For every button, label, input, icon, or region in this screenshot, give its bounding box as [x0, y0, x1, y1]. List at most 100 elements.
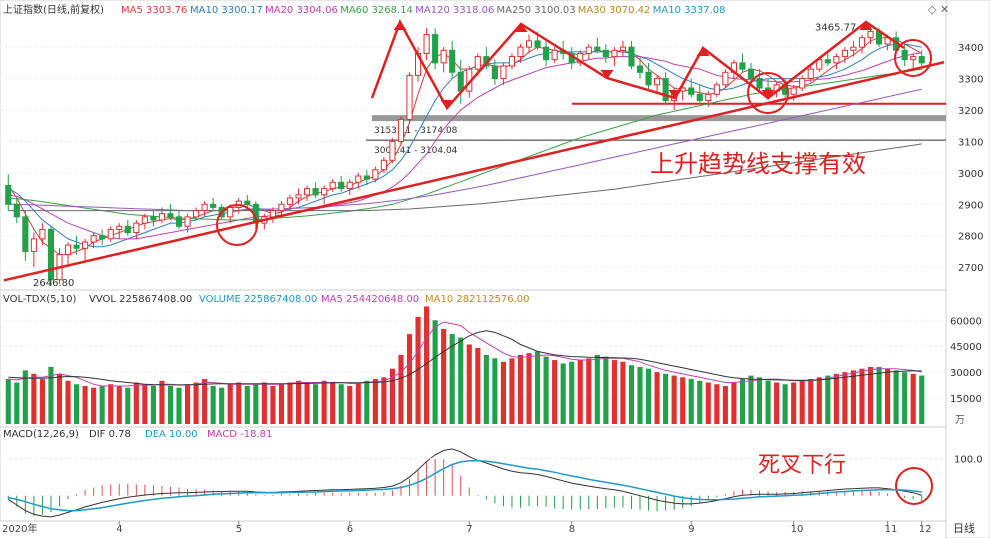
- volume-bar: [313, 384, 319, 424]
- legend-ma10-7: MA10 3337.08: [653, 5, 726, 16]
- volume-bar: [620, 361, 626, 424]
- candle-body: [910, 56, 917, 61]
- candle-body: [184, 216, 191, 227]
- volume-bar: [722, 385, 728, 424]
- y-tick-2900: 2900: [958, 200, 983, 211]
- resistance-band-label: 3153.11 - 3174.08: [374, 126, 458, 136]
- candle-body: [918, 56, 925, 64]
- volume-y-axis: 60000 45000 30000 15000: [950, 316, 982, 405]
- volume-bar: [756, 377, 763, 424]
- date-x-axis: 4 5 6 7 8 9 10 11 12: [116, 521, 931, 535]
- period-label[interactable]: 日线: [953, 521, 975, 535]
- volume-bar: [560, 363, 566, 424]
- volume-bar: [671, 375, 677, 424]
- candle-body: [227, 206, 234, 218]
- volume-panel-frame: [0, 289, 947, 428]
- vol-y-tick-15000: 15000: [950, 394, 982, 405]
- candle-body: [124, 225, 131, 234]
- volume-bar: [842, 372, 848, 424]
- volume-bar: [270, 385, 276, 424]
- highlight-circle-2: [894, 39, 932, 77]
- candle-body: [449, 49, 456, 73]
- candle-body: [525, 40, 533, 48]
- volume-bar: [739, 379, 746, 424]
- volume-bar: [902, 372, 908, 424]
- candle-body: [13, 203, 20, 218]
- macd-legend-1: DIF 0.78: [89, 429, 131, 440]
- volume-bar: [535, 351, 541, 424]
- arrow-head-1: [668, 89, 682, 99]
- volume-bar: [645, 368, 652, 424]
- volume-bars: [5, 306, 925, 424]
- volume-bar: [774, 382, 780, 424]
- volume-bar: [22, 370, 28, 424]
- candle-body: [107, 228, 114, 240]
- candle-body: [833, 56, 840, 64]
- volume-bar: [526, 353, 532, 424]
- arrow-head-up-3: [859, 21, 873, 31]
- volume-bar: [202, 379, 208, 424]
- volume-bar: [628, 365, 635, 424]
- x-tick-8: 8: [569, 524, 575, 535]
- price-title: 上证指数(日线,前复权): [3, 3, 104, 16]
- volume-bar: [816, 377, 822, 424]
- volume-bar: [287, 382, 293, 424]
- vol-y-tick-45000: 45000: [950, 342, 982, 353]
- volume-bar: [372, 379, 378, 424]
- candle-body: [158, 213, 165, 221]
- volume-bar: [133, 382, 139, 424]
- volume-bar: [321, 380, 327, 424]
- candle-body: [824, 59, 831, 64]
- start-date-label: 2020年: [2, 522, 37, 535]
- candle-body: [389, 140, 396, 161]
- volume-bar: [680, 377, 686, 424]
- candle-body: [790, 87, 797, 95]
- volume-bar: [406, 334, 413, 424]
- volume-bar: [517, 354, 524, 424]
- volume-bar: [850, 370, 856, 424]
- price-extreme-labels: 3465.77 2646.80: [33, 22, 856, 288]
- highlight-circle-1: [747, 72, 789, 114]
- ma-line-ma10: [8, 43, 922, 248]
- volume-bar: [637, 366, 643, 424]
- volume-bar: [765, 380, 771, 424]
- macd-lines: [8, 448, 922, 518]
- volume-bar: [808, 379, 814, 424]
- volume-bar: [150, 385, 156, 424]
- volume-bar: [654, 372, 660, 424]
- volume-bar: [184, 384, 191, 424]
- volume-header-legend: VOL-TDX(5,10) VVOL 225867408.00 VOLUME 225…: [3, 294, 530, 305]
- volume-bar: [415, 316, 421, 424]
- candle-body: [355, 175, 362, 183]
- candle-body: [329, 181, 336, 190]
- candle-body: [99, 235, 106, 240]
- legend-ma20-2: MA20 3304.06: [265, 5, 338, 16]
- candle-body: [474, 56, 481, 70]
- candle-body: [901, 49, 908, 61]
- volume-bar: [14, 382, 20, 424]
- candle-body: [423, 34, 430, 54]
- settings-diamond-icon[interactable]: ◇: [928, 3, 937, 16]
- volume-bar: [167, 385, 174, 424]
- volume-bar: [893, 370, 899, 424]
- y-tick-3300: 3300: [958, 75, 983, 86]
- close-icon[interactable]: ✕: [940, 3, 949, 16]
- volume-bar: [876, 366, 882, 424]
- death-cross-annotation: 死叉下行: [758, 453, 846, 478]
- candle-body: [654, 78, 661, 86]
- candle-body: [457, 71, 464, 92]
- volume-bar: [65, 380, 71, 424]
- candle-body: [747, 68, 755, 80]
- candle-body: [269, 210, 276, 218]
- candle-body: [543, 46, 550, 61]
- vol-legend-1: VVOL 225867408.00: [89, 294, 192, 305]
- arrow-head-2: [761, 89, 775, 99]
- candle-body: [508, 56, 516, 67]
- candle-body: [64, 244, 72, 256]
- candle-body: [722, 71, 729, 86]
- volume-bar: [74, 384, 80, 424]
- candle-body: [141, 216, 148, 224]
- candle-body: [82, 241, 89, 249]
- volume-bar: [193, 382, 199, 424]
